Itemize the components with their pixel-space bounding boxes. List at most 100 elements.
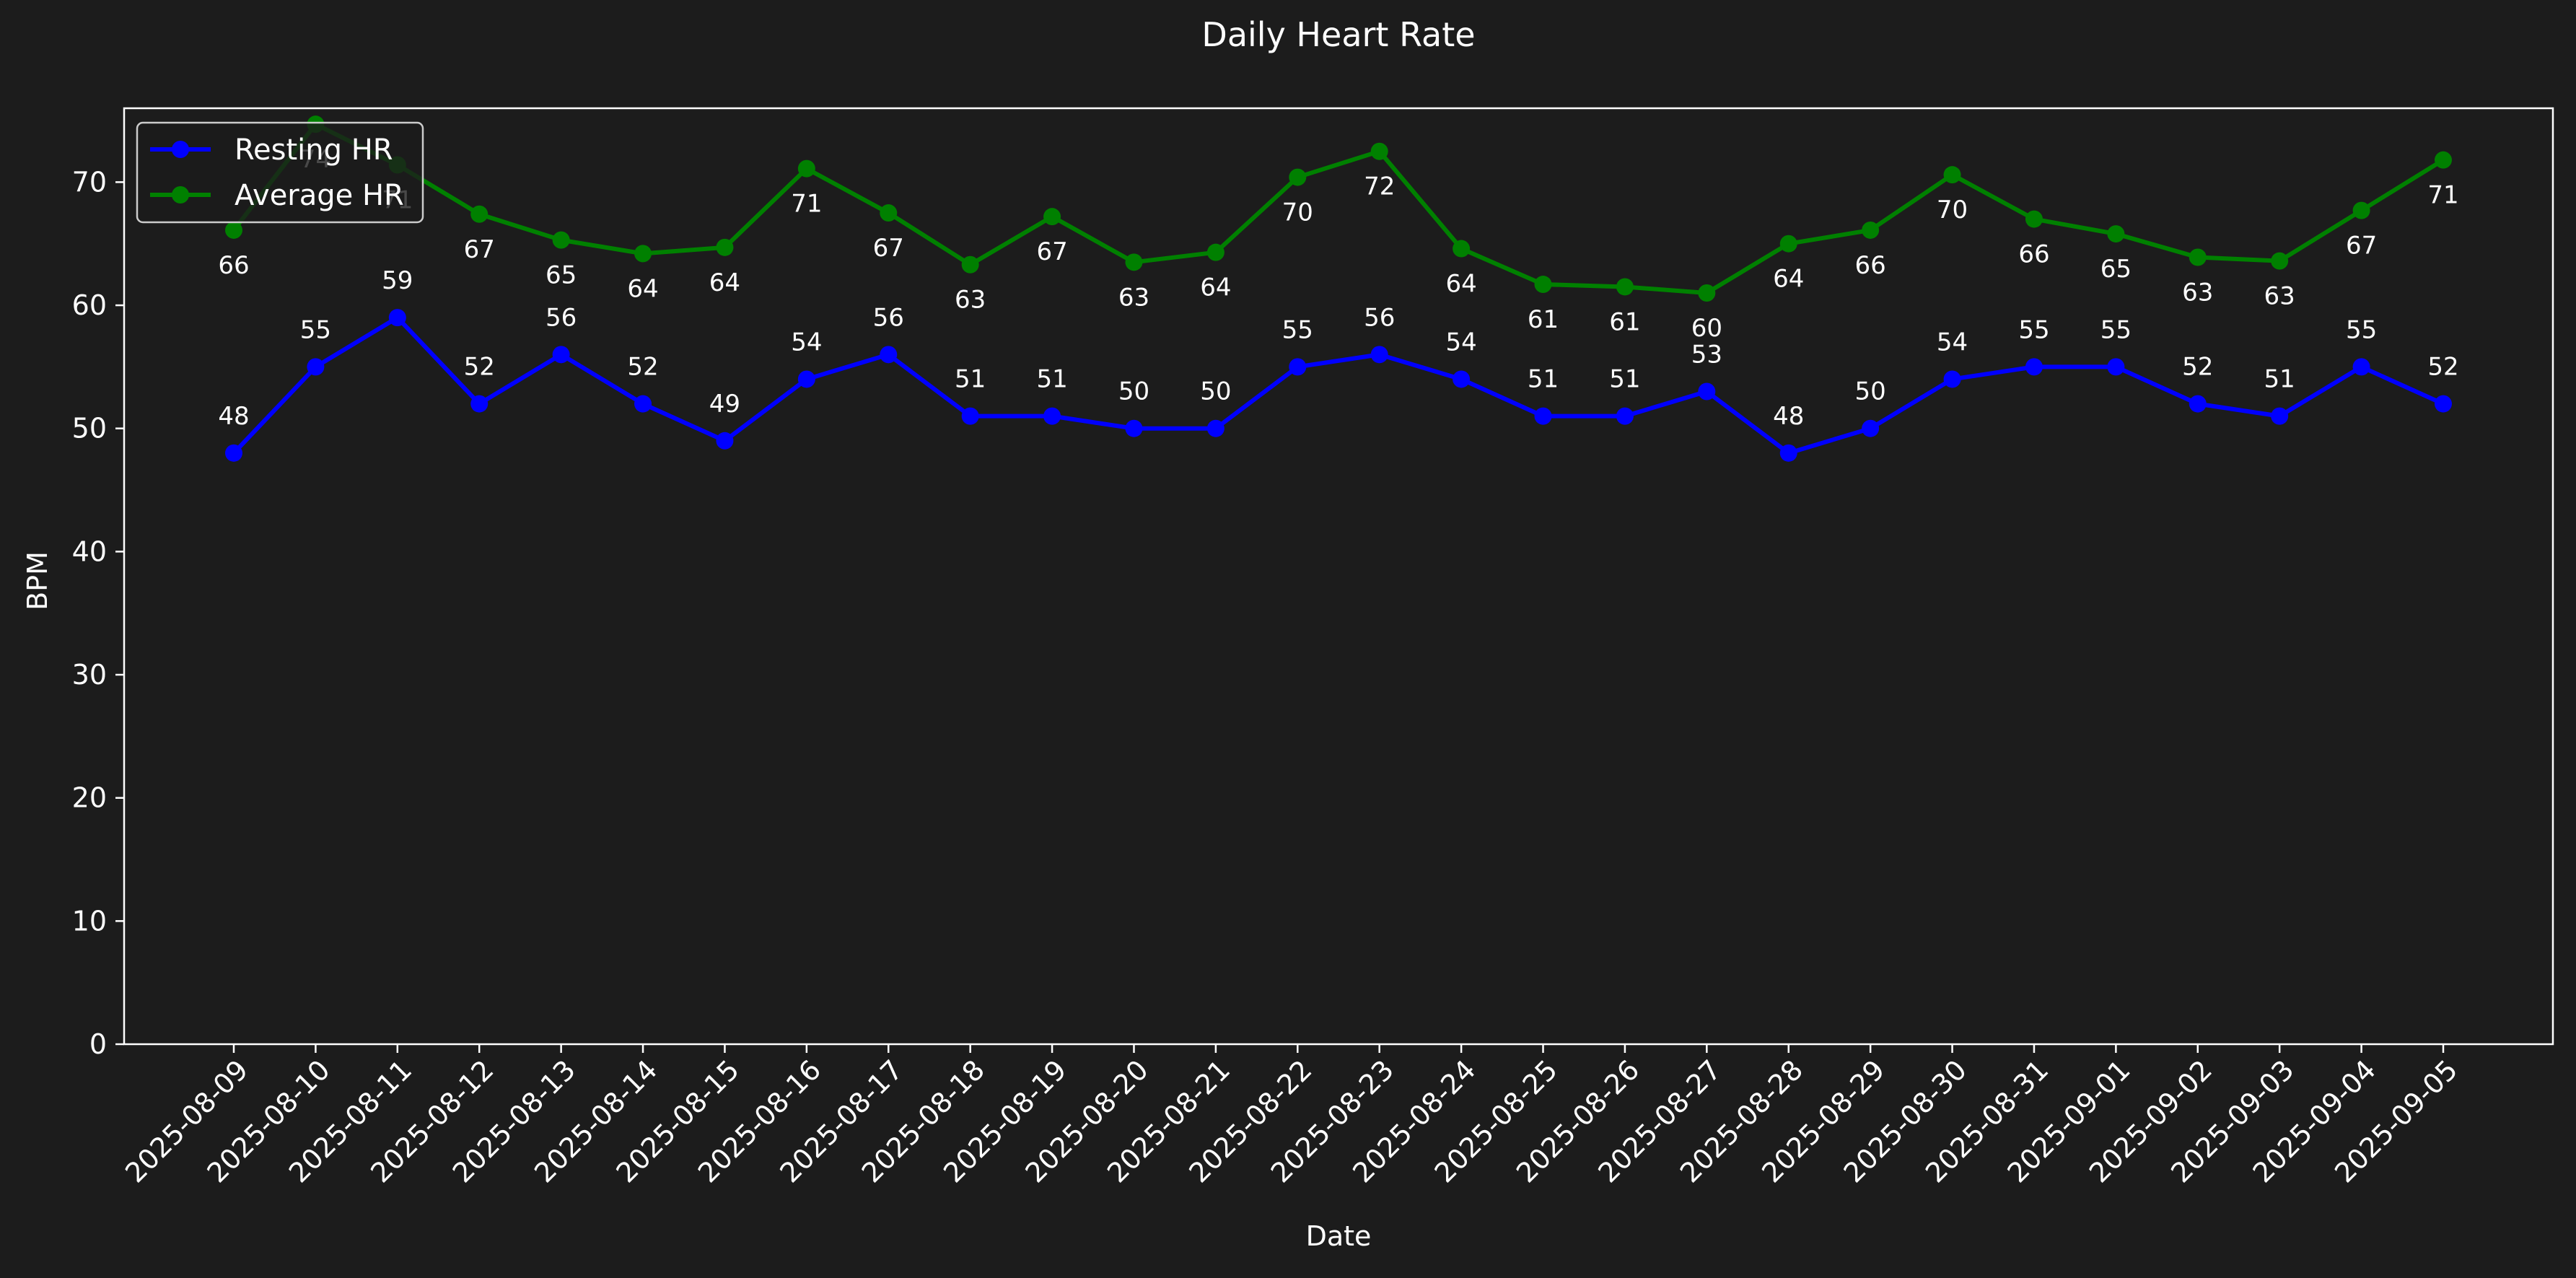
data-label-average-hr: 60 (1691, 314, 1722, 343)
data-label-average-hr: 63 (1118, 283, 1149, 312)
legend-label-resting-hr: Resting HR (235, 134, 393, 167)
data-point-resting-hr (2352, 358, 2370, 376)
data-point-resting-hr (470, 395, 489, 413)
data-point-average-hr (1943, 166, 1961, 184)
data-label-average-hr: 66 (2018, 240, 2049, 269)
data-point-resting-hr (1289, 358, 1307, 376)
data-point-resting-hr (2107, 358, 2125, 376)
data-point-resting-hr (1698, 382, 1716, 401)
data-point-resting-hr (1370, 346, 1388, 364)
data-label-resting-hr: 51 (1528, 365, 1559, 394)
x-axis-label: Date (1306, 1220, 1372, 1252)
data-point-resting-hr (225, 444, 242, 462)
data-label-average-hr: 65 (546, 261, 577, 290)
y-tick-label: 50 (72, 413, 107, 445)
data-point-resting-hr (1943, 370, 1961, 388)
data-label-resting-hr: 52 (464, 353, 495, 382)
data-label-average-hr: 66 (1855, 251, 1886, 280)
data-label-resting-hr: 55 (300, 315, 331, 344)
data-point-resting-hr (307, 358, 325, 376)
data-point-resting-hr (1206, 419, 1225, 437)
data-label-average-hr: 67 (464, 235, 495, 264)
data-point-average-hr (1370, 142, 1388, 160)
data-label-resting-hr: 48 (1773, 402, 1804, 431)
data-point-resting-hr (1534, 407, 1552, 425)
data-label-resting-hr: 51 (2264, 365, 2295, 394)
data-point-resting-hr (1862, 419, 1880, 437)
data-label-average-hr: 61 (1609, 307, 1640, 336)
data-point-resting-hr (880, 346, 898, 364)
y-tick-label: 20 (72, 782, 107, 814)
y-axis-label: BPM (22, 551, 53, 610)
data-point-average-hr (225, 221, 242, 239)
data-point-average-hr (1779, 235, 1797, 253)
data-label-resting-hr: 55 (2346, 315, 2377, 344)
data-point-average-hr (1616, 278, 1634, 296)
legend-label-average-hr: Average HR (235, 179, 404, 212)
data-label-average-hr: 65 (2100, 255, 2132, 284)
y-axis-ticks: 0 10 20 30 40 50 60 70 (72, 166, 124, 1060)
data-point-resting-hr (552, 346, 570, 364)
data-label-resting-hr: 54 (1445, 328, 1476, 356)
y-tick-label: 30 (72, 659, 107, 691)
data-label-average-hr: 67 (1036, 237, 1067, 266)
data-label-resting-hr: 54 (791, 328, 822, 356)
data-label-resting-hr: 49 (709, 390, 740, 419)
data-label-average-hr: 64 (1200, 273, 1231, 302)
data-point-average-hr (1125, 253, 1143, 271)
data-label-average-hr: 67 (873, 234, 904, 263)
data-point-resting-hr (2271, 407, 2289, 425)
data-point-average-hr (1862, 221, 1880, 239)
data-label-resting-hr: 55 (2100, 315, 2132, 344)
data-point-resting-hr (1043, 407, 1061, 425)
data-point-average-hr (2435, 151, 2452, 169)
data-point-resting-hr (1125, 419, 1143, 437)
data-label-resting-hr: 56 (873, 303, 904, 332)
data-point-average-hr (634, 245, 652, 263)
data-point-average-hr (2271, 252, 2289, 270)
data-label-resting-hr: 50 (1118, 377, 1149, 406)
data-label-resting-hr: 50 (1200, 377, 1231, 406)
data-point-average-hr (2352, 201, 2370, 219)
y-tick-label: 60 (72, 289, 107, 321)
data-point-average-hr (1453, 240, 1471, 258)
data-point-resting-hr (634, 395, 652, 413)
data-label-resting-hr: 55 (2018, 315, 2049, 344)
data-label-average-hr: 66 (218, 251, 249, 280)
data-label-resting-hr: 52 (2182, 353, 2213, 382)
data-point-average-hr (2107, 225, 2125, 243)
y-tick-label: 0 (89, 1028, 107, 1060)
data-label-resting-hr: 55 (1282, 315, 1313, 344)
data-label-average-hr: 70 (1937, 196, 1968, 224)
data-point-average-hr (716, 238, 734, 256)
data-label-resting-hr: 51 (1609, 365, 1640, 394)
series-layer: 48 55 59 52 56 52 49 54 56 51 51 50 50 55 56 54 51 51 53 48… (218, 115, 2459, 462)
data-label-average-hr: 63 (2264, 282, 2295, 311)
data-label-average-hr: 72 (1364, 172, 1395, 201)
data-point-resting-hr (388, 309, 406, 327)
plot-area-frame (123, 107, 2554, 1046)
data-point-average-hr (1698, 284, 1716, 302)
data-label-average-hr: 64 (1773, 265, 1804, 294)
data-label-average-hr: 63 (2182, 278, 2213, 307)
legend: Resting HR Average HR (136, 121, 424, 224)
chart-title: Daily Heart Rate (1201, 15, 1475, 54)
data-label-resting-hr: 52 (2427, 353, 2458, 382)
data-point-average-hr (1289, 168, 1307, 186)
data-label-average-hr: 61 (1528, 305, 1559, 334)
data-point-resting-hr (2435, 395, 2452, 413)
data-point-average-hr (2025, 210, 2043, 228)
data-label-average-hr: 71 (2427, 181, 2458, 210)
data-label-average-hr: 63 (955, 286, 986, 315)
data-label-average-hr: 71 (791, 190, 822, 219)
data-label-resting-hr: 56 (546, 303, 577, 332)
y-tick-label: 10 (72, 905, 107, 937)
data-point-average-hr (1043, 208, 1061, 226)
data-point-resting-hr (716, 432, 734, 450)
data-point-average-hr (2189, 248, 2207, 266)
data-point-average-hr (1534, 276, 1552, 294)
data-point-average-hr (470, 205, 489, 223)
data-point-resting-hr (2189, 395, 2207, 413)
data-point-average-hr (880, 204, 898, 222)
